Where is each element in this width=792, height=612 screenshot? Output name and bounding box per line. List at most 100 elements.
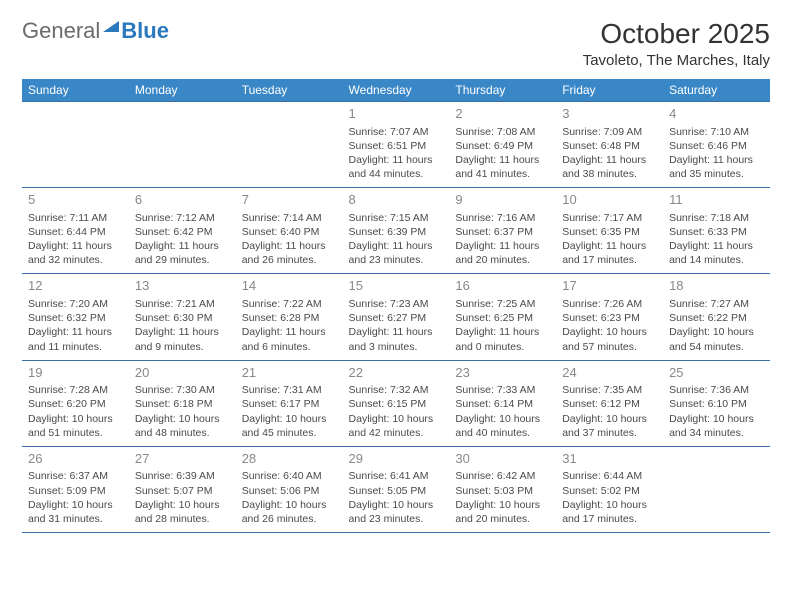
daylight-line: Daylight: 10 hours and 23 minutes. — [349, 498, 444, 526]
sunrise-label: Sunrise: — [669, 126, 710, 138]
sunrise-value: 7:27 AM — [711, 298, 750, 310]
sunrise-line: Sunrise: 6:39 AM — [135, 469, 230, 483]
day-number: 14 — [242, 277, 337, 295]
daylight-line: Daylight: 10 hours and 45 minutes. — [242, 412, 337, 440]
sunset-value: 6:30 PM — [173, 312, 212, 324]
sunset-value: 6:17 PM — [280, 398, 319, 410]
header: General Blue October 2025 Tavoleto, The … — [22, 18, 770, 69]
weekday-header: Wednesday — [343, 79, 450, 102]
day-number: 21 — [242, 364, 337, 382]
daylight-label: Daylight: — [455, 240, 499, 252]
sunrise-label: Sunrise: — [349, 212, 390, 224]
logo-triangle-icon — [103, 21, 119, 32]
sunrise-line: Sunrise: 7:35 AM — [562, 383, 657, 397]
daylight-line: Daylight: 11 hours and 23 minutes. — [349, 239, 444, 267]
day-number: 12 — [28, 277, 123, 295]
calendar-cell: 14 Sunrise: 7:22 AMSunset: 6:28 PMDayligh… — [236, 274, 343, 360]
sunrise-line: Sunrise: 7:22 AM — [242, 297, 337, 311]
sunset-value: 6:37 PM — [494, 226, 533, 238]
sunset-line: Sunset: 6:18 PM — [135, 397, 230, 411]
daylight-label: Daylight: — [562, 240, 606, 252]
sunset-value: 6:33 PM — [708, 226, 747, 238]
sunset-value: 5:07 PM — [173, 485, 212, 497]
daylight-line: Daylight: 11 hours and 6 minutes. — [242, 325, 337, 353]
day-number: 10 — [562, 191, 657, 209]
daylight-line: Daylight: 10 hours and 40 minutes. — [455, 412, 550, 440]
sunset-line: Sunset: 6:20 PM — [28, 397, 123, 411]
sunset-label: Sunset: — [242, 485, 281, 497]
sunrise-line: Sunrise: 7:31 AM — [242, 383, 337, 397]
daylight-label: Daylight: — [455, 499, 499, 511]
sunset-line: Sunset: 6:28 PM — [242, 311, 337, 325]
calendar-cell: 12Sunrise: 7:20 AMSunset: 6:32 PMDayligh… — [22, 274, 129, 360]
calendar-cell: 22Sunrise: 7:32 AMSunset: 6:15 PMDayligh… — [343, 360, 450, 446]
sunrise-label: Sunrise: — [349, 298, 390, 310]
calendar-row: 26Sunrise: 6:37 AMSunset: 5:09 PMDayligh… — [22, 446, 770, 532]
sunrise-value: 7:35 AM — [604, 384, 643, 396]
sunrise-label: Sunrise: — [349, 126, 390, 138]
calendar-cell: 15Sunrise: 7:23 AMSunset: 6:27 PMDayligh… — [343, 274, 450, 360]
calendar-cell: 4Sunrise: 7:10 AMSunset: 6:46 PMDaylight… — [663, 102, 770, 188]
sunrise-line: Sunrise: 7:15 AM — [349, 211, 444, 225]
sunrise-label: Sunrise: — [455, 470, 496, 482]
calendar-cell: 27Sunrise: 6:39 AMSunset: 5:07 PMDayligh… — [129, 446, 236, 532]
sunset-line: Sunset: 6:46 PM — [669, 139, 764, 153]
daylight-label: Daylight: — [669, 154, 713, 166]
daylight-line: Daylight: 11 hours and 0 minutes. — [455, 325, 550, 353]
sunset-label: Sunset: — [349, 140, 388, 152]
sunrise-line: Sunrise: 7:36 AM — [669, 383, 764, 397]
sunset-label: Sunset: — [135, 226, 174, 238]
sunrise-value: 7:09 AM — [604, 126, 643, 138]
sunset-value: 5:09 PM — [67, 485, 106, 497]
logo-text-blue: Blue — [121, 18, 169, 44]
daylight-label: Daylight: — [28, 240, 72, 252]
location: Tavoleto, The Marches, Italy — [583, 52, 770, 69]
daylight-line: Daylight: 11 hours and 35 minutes. — [669, 153, 764, 181]
sunrise-value: 6:42 AM — [497, 470, 536, 482]
daylight-label: Daylight: — [135, 240, 179, 252]
daylight-line: Daylight: 11 hours and 9 minutes. — [135, 325, 230, 353]
calendar-cell: 18Sunrise: 7:27 AMSunset: 6:22 PMDayligh… — [663, 274, 770, 360]
daylight-label: Daylight: — [455, 413, 499, 425]
daylight-line: Daylight: 11 hours and 17 minutes. — [562, 239, 657, 267]
sunrise-value: 7:07 AM — [390, 126, 429, 138]
sunrise-line: Sunrise: 7:23 AM — [349, 297, 444, 311]
sunset-value: 6:44 PM — [67, 226, 106, 238]
calendar-cell: 6Sunrise: 7:12 AMSunset: 6:42 PMDaylight… — [129, 188, 236, 274]
sunrise-value: 7:17 AM — [604, 212, 643, 224]
sunset-label: Sunset: — [242, 226, 281, 238]
sunrise-value: 7:30 AM — [176, 384, 215, 396]
sunset-value: 6:25 PM — [494, 312, 533, 324]
calendar-cell: 26Sunrise: 6:37 AMSunset: 5:09 PMDayligh… — [22, 446, 129, 532]
sunset-line: Sunset: 5:05 PM — [349, 484, 444, 498]
sunset-label: Sunset: — [455, 485, 494, 497]
sunset-value: 6:23 PM — [601, 312, 640, 324]
sunrise-label: Sunrise: — [28, 212, 69, 224]
sunrise-value: 6:44 AM — [604, 470, 643, 482]
day-number: 23 — [455, 364, 550, 382]
sunrise-value: 7:08 AM — [497, 126, 536, 138]
sunset-line: Sunset: 6:39 PM — [349, 225, 444, 239]
sunset-value: 6:14 PM — [494, 398, 533, 410]
daylight-line: Daylight: 11 hours and 26 minutes. — [242, 239, 337, 267]
weekday-header: Sunday — [22, 79, 129, 102]
weekday-header: Friday — [556, 79, 663, 102]
day-number: 1 — [349, 105, 444, 123]
daylight-label: Daylight: — [349, 499, 393, 511]
sunset-value: 6:40 PM — [280, 226, 319, 238]
sunset-value: 6:27 PM — [387, 312, 426, 324]
sunset-label: Sunset: — [455, 312, 494, 324]
daylight-line: Daylight: 10 hours and 51 minutes. — [28, 412, 123, 440]
daylight-label: Daylight: — [562, 326, 606, 338]
sunset-value: 6:20 PM — [67, 398, 106, 410]
sunrise-label: Sunrise: — [669, 384, 710, 396]
day-number: 22 — [349, 364, 444, 382]
daylight-label: Daylight: — [562, 413, 606, 425]
sunrise-value: 7:18 AM — [711, 212, 750, 224]
daylight-line: Daylight: 11 hours and 20 minutes. — [455, 239, 550, 267]
sunset-line: Sunset: 6:48 PM — [562, 139, 657, 153]
sunset-value: 6:35 PM — [601, 226, 640, 238]
sunrise-line: Sunrise: 7:10 AM — [669, 125, 764, 139]
sunset-line: Sunset: 6:35 PM — [562, 225, 657, 239]
calendar-cell: 3Sunrise: 7:09 AMSunset: 6:48 PMDaylight… — [556, 102, 663, 188]
